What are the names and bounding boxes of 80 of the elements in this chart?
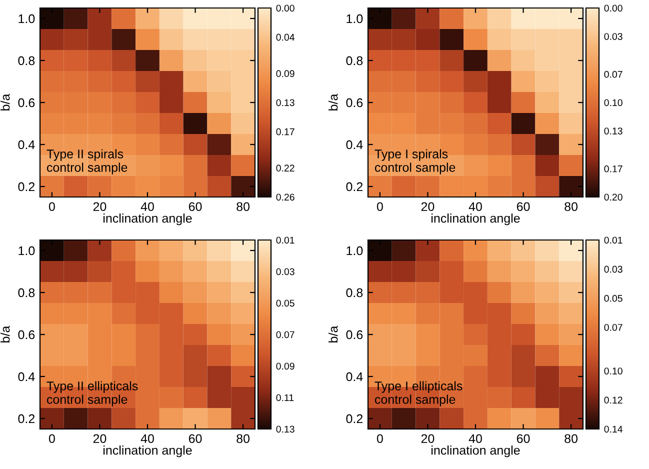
y-tick-label: 1.0 — [346, 246, 363, 256]
color-bar-label: 0.22 — [276, 164, 294, 172]
color-bar-label: 0.09 — [276, 362, 294, 370]
annotation: Type I ellipticals control sample — [374, 381, 462, 406]
color-bar-label: 0.05 — [604, 294, 622, 302]
color-bar-label: 0.12 — [604, 396, 622, 404]
color-bar-label: 0.01 — [276, 236, 294, 244]
color-bar-label: 0.07 — [276, 331, 294, 338]
y-tick-label: 0.6 — [18, 98, 35, 108]
color-bar-label: 0.20 — [604, 194, 622, 201]
color-bar-label: 0.09 — [276, 70, 294, 78]
y-tick-label: 1.0 — [18, 246, 35, 256]
y-tick-label: 0.2 — [18, 182, 35, 192]
x-tick-label: 0 — [48, 434, 55, 444]
x-tick-label: 40 — [468, 434, 482, 444]
y-tick-label: 0.8 — [18, 288, 35, 298]
y-tick-label: 0.4 — [346, 140, 363, 150]
x-tick-label: 20 — [421, 202, 434, 212]
y-tick-label: 0.8 — [346, 288, 363, 298]
x-tick-label: 80 — [564, 434, 578, 444]
x-tick-label: 20 — [421, 434, 434, 444]
x-tick-label: 40 — [140, 434, 154, 444]
x-tick-label: 40 — [140, 202, 154, 212]
x-tick-label: 20 — [93, 202, 106, 212]
color-bar-label: 0.26 — [276, 194, 294, 201]
y-tick-label: 0.8 — [346, 56, 363, 66]
x-tick-label: 0 — [376, 202, 383, 212]
x-axis-title: inclination angle — [432, 214, 520, 226]
color-bar-label: 0.13 — [276, 426, 294, 433]
y-tick-label: 0.2 — [18, 414, 35, 424]
y-axis-title: b/a — [328, 94, 338, 110]
y-tick-label: 1.0 — [346, 14, 363, 24]
color-bar-label: 0.05 — [276, 300, 294, 307]
annotation: Type II ellipticals control sample — [46, 381, 138, 406]
color-bar-label: 0.13 — [604, 128, 622, 134]
y-tick-label: 0.4 — [18, 372, 35, 382]
y-tick-label: 0.2 — [346, 182, 363, 192]
y-tick-label: 1.0 — [18, 14, 35, 24]
x-axis-title: inclination angle — [104, 446, 192, 458]
y-tick-label: 0.2 — [346, 414, 363, 424]
y-tick-label: 0.8 — [18, 56, 35, 66]
annotation: Type I spirals control sample — [374, 149, 456, 174]
y-axis-title: b/a — [0, 94, 10, 110]
x-tick-label: 60 — [516, 202, 530, 212]
color-bar-label: 0.04 — [276, 34, 294, 41]
color-bar-label: 0.03 — [604, 266, 622, 273]
color-bar-label: 0.11 — [276, 394, 294, 402]
y-axis-title: b/a — [328, 326, 338, 342]
y-tick-label: 0.6 — [18, 330, 35, 340]
x-tick-label: 80 — [564, 202, 578, 212]
color-bar-label: 0.00 — [276, 4, 294, 12]
y-tick-label: 0.4 — [18, 140, 35, 150]
x-tick-label: 0 — [48, 202, 55, 212]
x-tick-label: 60 — [516, 434, 530, 444]
annotation: Type II spirals control sample — [46, 149, 128, 174]
x-tick-label: 80 — [236, 202, 250, 212]
y-axis-title: b/a — [0, 326, 10, 342]
color-bar-label: 0.17 — [276, 128, 294, 136]
color-bar-label: 0.00 — [604, 4, 622, 12]
x-tick-label: 60 — [188, 434, 202, 444]
x-tick-label: 20 — [93, 434, 106, 444]
color-bar-label: 0.03 — [604, 33, 622, 40]
color-bar-label: 0.17 — [604, 165, 622, 172]
x-axis-title: inclination angle — [432, 446, 520, 458]
color-bar-label: 0.07 — [604, 70, 622, 78]
color-bar-label: 0.03 — [276, 268, 294, 276]
x-tick-label: 80 — [236, 434, 250, 444]
color-bar-label: 0.10 — [604, 99, 622, 106]
color-bar-label: 0.10 — [604, 368, 622, 374]
color-bar-label: 0.07 — [604, 324, 622, 331]
y-tick-label: 0.6 — [346, 98, 363, 108]
x-axis-title: inclination angle — [104, 214, 192, 226]
x-tick-label: 0 — [376, 434, 383, 444]
y-tick-label: 0.4 — [346, 372, 363, 382]
color-bar-label: 0.14 — [604, 426, 622, 433]
x-tick-label: 40 — [468, 202, 482, 212]
color-bar-label: 0.13 — [276, 99, 294, 106]
x-tick-label: 60 — [188, 202, 202, 212]
y-tick-label: 0.6 — [346, 330, 363, 340]
color-bar-label: 0.01 — [604, 236, 622, 244]
